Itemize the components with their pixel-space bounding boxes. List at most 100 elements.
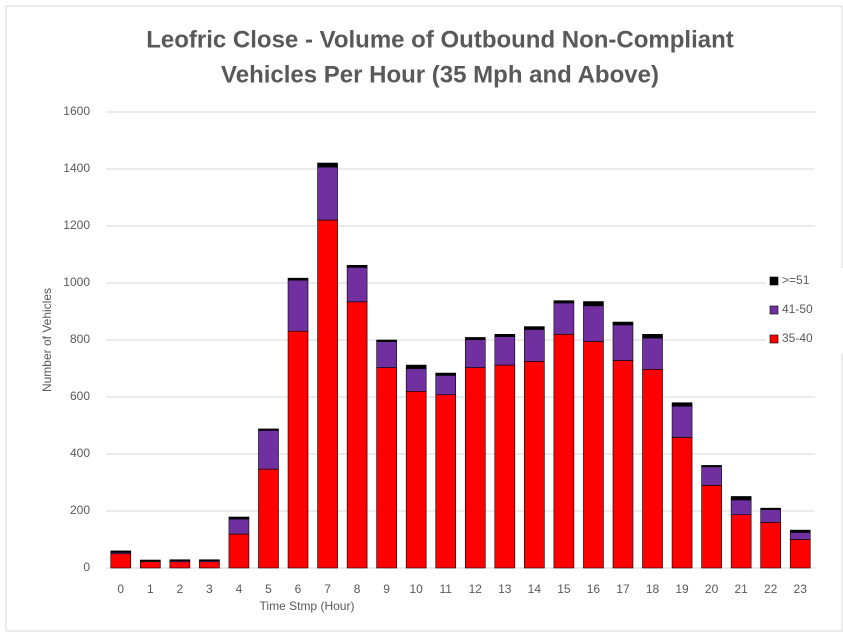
x-tick-label: 21 [734,582,748,596]
x-tick-label: 7 [324,582,331,596]
bar-segment [524,361,545,569]
bar-segment [287,330,309,569]
bar-segment [701,465,722,468]
bar-segment [730,496,752,501]
legend-label: 41-50 [782,302,813,316]
bar-segment [110,550,132,553]
chart-title: Leofric Close - Volume of Outbound Non-C… [146,26,734,53]
bar-segment [464,337,486,341]
bar-segment [376,341,397,368]
bar-segment [405,390,427,569]
legend-swatch [769,276,779,286]
x-tick-label: 10 [410,582,424,596]
bar-segment [199,561,220,569]
bar-segment [612,321,634,326]
bar-segment [642,337,663,370]
legend-background [766,268,843,354]
x-tick-label: 20 [705,582,719,596]
bar-segment [789,529,811,533]
bar-segment [524,329,545,362]
bar-segment [553,333,575,569]
bar-segment [317,166,338,221]
x-tick-label: 16 [587,582,601,596]
bar-segment [612,324,634,361]
y-tick-label: 600 [70,389,90,403]
bar-segment [583,341,604,569]
x-tick-label: 17 [616,582,630,596]
bar-segment [228,533,250,569]
x-tick-label: 3 [206,582,213,596]
legend-label: >=51 [782,273,810,287]
bar-segment [317,219,338,569]
bar-segment [671,437,693,569]
bar-segment [140,559,161,562]
bar-segment [376,339,397,343]
x-tick-label: 8 [354,582,361,596]
x-tick-label: 0 [117,582,124,596]
legend-swatch [769,334,779,344]
bar-segment [405,364,427,369]
bar-segment [464,339,486,368]
y-tick-label: 1400 [63,161,90,175]
y-tick-label: 200 [70,503,90,517]
bar-segment [760,507,781,510]
bar-segment [258,430,279,470]
bar-segment [642,333,663,339]
y-tick-label: 1200 [63,218,90,232]
bar-segment [612,360,634,569]
bar-segment [317,162,338,168]
bar-segment [789,539,811,569]
x-tick-label: 6 [295,582,302,596]
y-tick-label: 400 [70,446,90,460]
bar-segment [553,302,575,335]
bar-segment [583,301,604,307]
bar-segment [760,509,781,523]
bar-segment [110,553,132,569]
bar-segment [553,300,575,304]
bar-segment [346,301,368,569]
bar-segment [287,279,309,332]
bar-segment [671,405,693,438]
bar-segment [583,305,604,342]
x-tick-label: 18 [646,582,660,596]
x-tick-label: 23 [794,582,808,596]
bar-segment [789,532,811,540]
x-tick-label: 11 [439,582,452,596]
x-tick-label: 9 [383,582,390,596]
bar-segment [464,367,486,569]
bar-segment [730,499,752,516]
bar-segment [346,265,368,268]
bar-segment [730,514,752,569]
bar-segment [228,518,250,535]
bar-segment [494,364,516,569]
bar-segment [642,369,663,569]
y-tick-label: 0 [83,560,90,574]
bar-segment [494,333,516,337]
y-tick-label: 800 [70,332,90,346]
bar-segment [435,394,457,569]
y-tick-label: 1600 [63,104,90,118]
bar-segment [169,559,191,561]
bar-segment [346,267,368,303]
bar-segment [435,375,457,396]
bar-segment [701,466,722,486]
bar-segment [701,485,722,569]
x-tick-label: 5 [265,582,272,596]
x-tick-label: 4 [236,582,243,596]
legend-swatch [769,305,779,315]
bar-segment [140,561,161,569]
x-tick-label: 13 [498,582,512,596]
bar-segment [287,277,309,281]
chart-title: Vehicles Per Hour (35 Mph and Above) [221,61,659,88]
legend-label: 35-40 [782,331,813,345]
x-tick-label: 1 [147,582,154,596]
x-tick-label: 19 [675,582,689,596]
bar-segment [494,336,516,366]
bar-segment [169,561,191,569]
bar-segment [435,372,457,376]
bar-segment [760,522,781,569]
bar-segment [228,516,250,520]
x-tick-label: 12 [469,582,483,596]
x-tick-label: 2 [177,582,184,596]
